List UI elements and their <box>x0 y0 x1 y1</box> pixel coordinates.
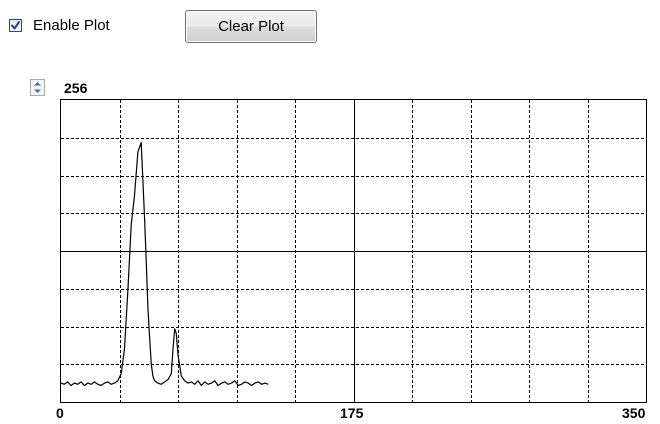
y-max-label: 256 <box>64 79 87 97</box>
spin-up-button[interactable] <box>31 80 44 87</box>
x-tick-label-175: 175 <box>340 404 363 422</box>
enable-plot-label[interactable]: Enable Plot <box>33 17 110 34</box>
plot-canvas <box>61 100 646 402</box>
spin-down-button[interactable] <box>31 88 44 95</box>
grid-lines <box>61 100 646 402</box>
x-tick-label-0: 0 <box>56 404 64 422</box>
series-line-0 <box>61 143 268 386</box>
y-scale-spinner[interactable] <box>30 79 45 96</box>
triangle-up-icon <box>31 80 44 87</box>
plot-area <box>60 99 647 403</box>
enable-plot-checkbox-row[interactable]: Enable Plot <box>9 16 110 34</box>
checkmark-icon <box>10 20 21 31</box>
triangle-down-icon <box>31 88 44 95</box>
enable-plot-checkbox[interactable] <box>9 19 22 32</box>
x-tick-label-350: 350 <box>622 404 645 422</box>
series-lines <box>61 143 268 386</box>
clear-plot-button[interactable]: Clear Plot <box>185 10 317 43</box>
